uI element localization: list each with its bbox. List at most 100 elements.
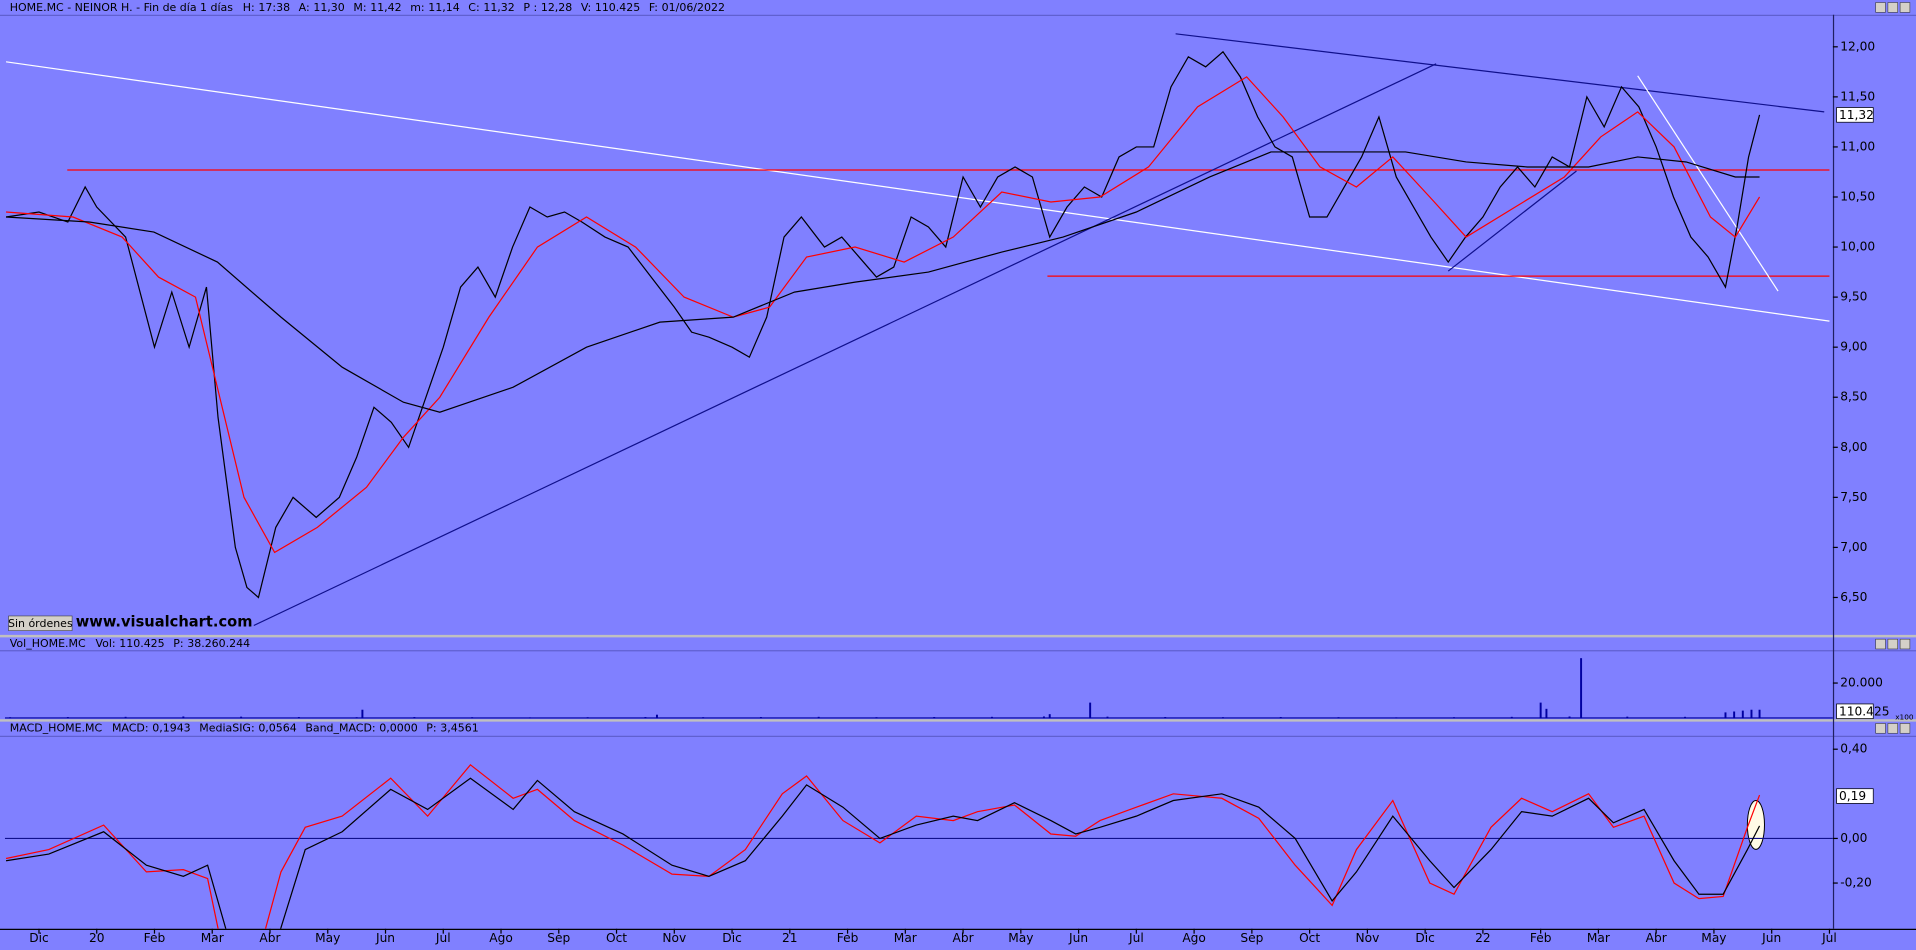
maximize-button[interactable]	[1887, 723, 1898, 734]
field-label: M:	[353, 1, 366, 14]
x-tick-label: Jun	[375, 931, 395, 945]
volume-bar	[1741, 710, 1744, 719]
series-line	[6, 76, 1761, 554]
field-label: MediaSIG:	[199, 721, 254, 734]
orders-button[interactable]	[8, 615, 73, 631]
field-label: P :	[523, 1, 537, 14]
x-tick-label: Nov	[1355, 931, 1379, 945]
x-tick-label: Mar	[201, 931, 225, 945]
minimize-button[interactable]	[1875, 2, 1886, 13]
x-tick-label: Dic	[29, 931, 49, 945]
x-tick-label: Abr	[953, 931, 975, 945]
field-label: m:	[410, 1, 424, 14]
x-tick-label: Jul	[1128, 931, 1144, 945]
volume-bar	[1724, 712, 1727, 719]
x-tick-label: May	[1701, 931, 1726, 945]
field-value: 38.260.244	[187, 637, 250, 650]
field-label: P:	[173, 637, 183, 650]
volume-bar	[1733, 711, 1736, 719]
minimize-button[interactable]	[1875, 638, 1886, 650]
y-tick-label: 8,50	[1840, 390, 1867, 404]
y-tick-label: 7,50	[1840, 490, 1867, 504]
plot-area	[4, 658, 1833, 719]
trend-line	[1175, 33, 1825, 113]
close-button[interactable]	[1899, 638, 1911, 650]
volume-bar	[1089, 702, 1092, 719]
y-tick-label: 0,40	[1840, 742, 1867, 756]
x-tick-label: Dic	[722, 931, 742, 945]
volume-bar	[1580, 658, 1583, 719]
x-tick-label: Jul	[1821, 931, 1837, 945]
trend-line	[5, 61, 1830, 322]
y-tick-label: 9,00	[1840, 340, 1867, 354]
panel-title: Vol_HOME.MC	[10, 637, 86, 650]
maximize-button[interactable]	[1887, 2, 1898, 13]
volume-bar	[361, 709, 364, 719]
volume-bar	[1545, 708, 1548, 719]
plot-area	[4, 763, 1833, 929]
volume-bar	[1758, 709, 1761, 719]
field-value: 01/06/2022	[662, 1, 725, 14]
series-line	[5, 50, 1761, 599]
field-value: 11,30	[313, 1, 344, 14]
y-tick-label: 10,50	[1840, 189, 1875, 203]
trend-line	[1447, 170, 1577, 272]
y-tick-label: 11,50	[1840, 89, 1875, 103]
field-label: MACD:	[112, 721, 149, 734]
y-tick-label: 0,00	[1840, 831, 1867, 845]
window-buttons	[1875, 2, 1911, 734]
field-label: A:	[299, 1, 310, 14]
field-value: 110.425	[595, 1, 640, 14]
field-value: 11,14	[428, 1, 459, 14]
y-tick-label: 9,50	[1840, 290, 1867, 304]
y-tick-label: 8,00	[1840, 440, 1867, 454]
field-value: 11,32	[483, 1, 514, 14]
x-tick-label: May	[315, 931, 340, 945]
x-tick-label: Feb	[144, 931, 166, 945]
x-tick-label: Feb	[1530, 931, 1552, 945]
field-value: 11,42	[370, 1, 401, 14]
field-value: 110.425	[119, 637, 164, 650]
multiplier-label: x100	[1895, 712, 1914, 721]
value-box-label: 0,19	[1839, 789, 1866, 803]
field-label: H:	[243, 1, 255, 14]
x-tick-label: Dic	[1415, 931, 1435, 945]
y-tick-label: 10,00	[1840, 240, 1875, 254]
y-tick-label: 6,50	[1840, 590, 1867, 604]
minimize-button[interactable]	[1875, 723, 1886, 734]
maximize-button[interactable]	[1887, 638, 1898, 650]
field-label: C:	[468, 1, 479, 14]
trend-line	[253, 63, 1437, 627]
series-line	[5, 777, 1761, 929]
panel-title: HOME.MC - NEINOR H. - Fin de día 1 días	[10, 1, 234, 14]
close-button[interactable]	[1899, 2, 1911, 13]
field-value: 17:38	[258, 1, 290, 14]
value-box	[1836, 788, 1874, 804]
y-tick-label: 11,00	[1840, 139, 1875, 153]
x-tick-label: Jun	[1761, 931, 1781, 945]
x-tick-label: 20	[89, 931, 105, 945]
trend-line	[1637, 75, 1779, 292]
x-tick-label: Mar	[894, 931, 918, 945]
field-value: 0,0000	[379, 721, 417, 734]
field-label: P:	[426, 721, 436, 734]
x-tick-label: Ago	[1182, 931, 1206, 945]
series-line	[6, 151, 1760, 413]
volume-bar	[1750, 709, 1753, 719]
x-tick-label: Nov	[662, 931, 686, 945]
x-tick-label: 22	[1475, 931, 1491, 945]
value-box	[1836, 703, 1874, 719]
x-tick-label: Jun	[1068, 931, 1088, 945]
x-tick-label: Abr	[1646, 931, 1668, 945]
y-tick-label: 12,00	[1840, 39, 1875, 53]
field-label: V:	[581, 1, 591, 14]
field-value: 0,0564	[258, 721, 296, 734]
field-value: 3,4561	[440, 721, 478, 734]
value-box-label: 110.425	[1839, 704, 1889, 718]
x-tick-label: Oct	[1299, 931, 1320, 945]
panel-title: MACD_HOME.MC	[10, 721, 103, 734]
close-button[interactable]	[1899, 723, 1911, 734]
